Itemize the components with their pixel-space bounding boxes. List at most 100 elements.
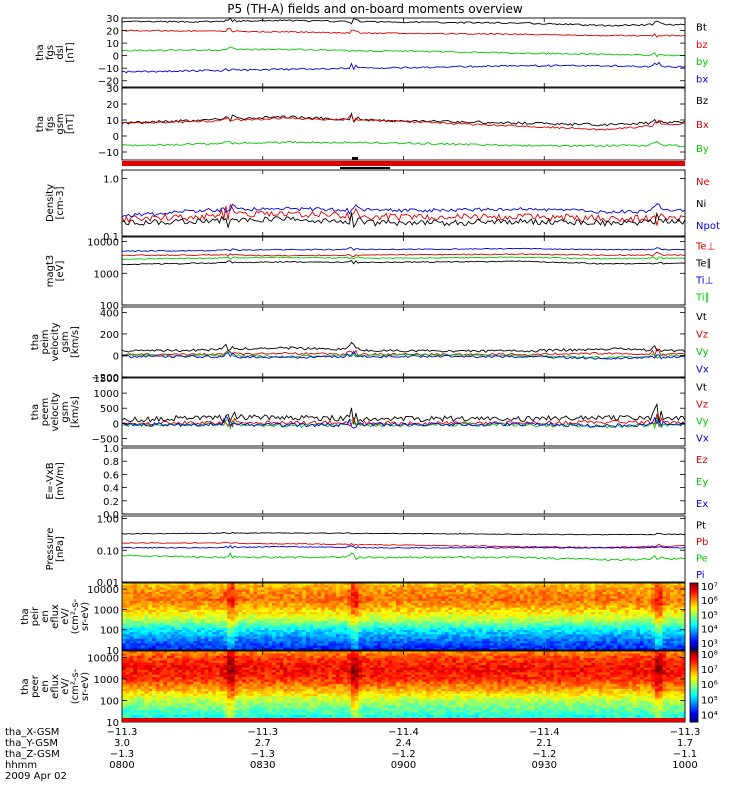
heatmap-cell <box>215 645 220 649</box>
heatmap-cell <box>249 603 254 606</box>
heatmap-cell <box>493 609 498 613</box>
heatmap-cell <box>268 632 273 635</box>
heatmap-cell <box>275 600 281 604</box>
heatmap-cell <box>320 629 326 633</box>
heatmap-cell <box>437 629 442 633</box>
heatmap-cell <box>444 623 449 626</box>
heatmap-cell <box>133 686 138 690</box>
heatmap-cell <box>579 607 585 611</box>
heatmap-cell <box>546 641 551 644</box>
heatmap-cell <box>215 616 220 620</box>
y-axis-label: peim <box>40 329 51 354</box>
heatmap-cell <box>354 623 359 626</box>
heatmap-cell <box>681 643 686 646</box>
heatmap-cell <box>122 583 127 586</box>
heatmap-cell <box>339 636 344 640</box>
heatmap-cell <box>456 629 461 633</box>
heatmap-cell <box>666 594 671 597</box>
heatmap-cell <box>215 623 220 626</box>
heatmap-cell <box>489 647 494 651</box>
heatmap-cell <box>159 643 164 646</box>
heatmap-cell <box>414 625 419 629</box>
heatmap-cell <box>512 594 517 597</box>
heatmap-cell <box>197 638 202 642</box>
heatmap-cell <box>486 607 491 611</box>
heatmap-cell <box>200 627 205 631</box>
heatmap-cell <box>230 636 235 640</box>
heatmap-cell <box>399 636 404 640</box>
heatmap-cell <box>137 662 142 666</box>
y-tick-label: 10 <box>106 39 119 50</box>
heatmap-cell <box>125 667 130 671</box>
heatmap-cell <box>621 632 626 635</box>
heatmap-cell <box>287 605 292 608</box>
heatmap-cell <box>478 638 483 642</box>
heatmap-cell <box>437 596 442 600</box>
heatmap-cell <box>647 603 652 606</box>
heatmap-cell <box>561 589 566 593</box>
heatmap-cell <box>200 641 205 644</box>
heatmap-cell <box>298 647 303 651</box>
heatmap-cell <box>377 598 382 602</box>
y-tick-label: 0.01 <box>97 578 119 589</box>
heatmap-cell <box>365 605 371 608</box>
heatmap-cell <box>365 596 371 600</box>
heatmap-cell <box>459 616 464 620</box>
heatmap-cell <box>463 609 468 613</box>
heatmap-cell <box>204 632 209 635</box>
heatmap-cell <box>354 583 359 586</box>
heatmap-cell <box>283 583 288 586</box>
heatmap-cell <box>669 609 675 613</box>
heatmap-cell <box>666 609 671 613</box>
heatmap-cell <box>628 596 633 600</box>
heatmap-cell <box>125 655 130 659</box>
heatmap-cell <box>654 641 660 644</box>
heatmap-cell <box>422 596 427 600</box>
heatmap-cell <box>636 641 641 644</box>
heatmap-cell <box>155 600 160 604</box>
heatmap-cell <box>174 634 179 637</box>
heatmap-cell <box>335 605 341 608</box>
heatmap-cell <box>388 583 393 586</box>
heatmap-cell <box>373 589 378 593</box>
heatmap-cell <box>636 632 641 635</box>
heatmap-cell <box>654 614 660 617</box>
heatmap-cell <box>215 585 220 588</box>
heatmap-cell <box>223 609 228 613</box>
heatmap-cell <box>433 641 438 644</box>
heatmap-cell <box>189 585 194 588</box>
heatmap-cell <box>339 632 344 635</box>
heatmap-cell <box>572 620 577 624</box>
heatmap-cell <box>133 620 138 624</box>
heatmap-cell <box>358 620 363 624</box>
heatmap-cell <box>549 627 555 631</box>
heatmap-cell <box>287 627 292 631</box>
heatmap-cell <box>463 600 468 604</box>
heatmap-cell <box>369 638 374 642</box>
heatmap-cell <box>662 632 667 635</box>
heatmap-cell <box>137 655 142 659</box>
heatmap-cell <box>324 609 329 613</box>
heatmap-cell <box>474 629 479 633</box>
heatmap-cell <box>227 638 232 642</box>
heatmap-cell <box>572 591 577 595</box>
heatmap-cell <box>426 607 431 611</box>
heatmap-cell <box>677 625 682 629</box>
heatmap-cell <box>591 645 596 649</box>
y-tick-label: 500 <box>100 404 119 415</box>
heatmap-cell <box>542 591 547 595</box>
heatmap-cell <box>512 632 517 635</box>
heatmap-cell <box>245 598 251 602</box>
heatmap-cell <box>238 645 243 649</box>
heatmap-cell <box>628 638 633 642</box>
heatmap-cell <box>302 585 307 588</box>
heatmap-cell <box>617 600 622 604</box>
heatmap-cell <box>621 643 626 646</box>
heatmap-cell <box>407 647 412 651</box>
heatmap-cell <box>129 618 134 622</box>
heatmap-cell <box>365 603 371 606</box>
y-axis-label: [mV/m] <box>55 462 66 500</box>
heatmap-cell <box>185 607 190 611</box>
heatmap-cell <box>572 603 577 606</box>
heatmap-cell <box>249 612 254 615</box>
